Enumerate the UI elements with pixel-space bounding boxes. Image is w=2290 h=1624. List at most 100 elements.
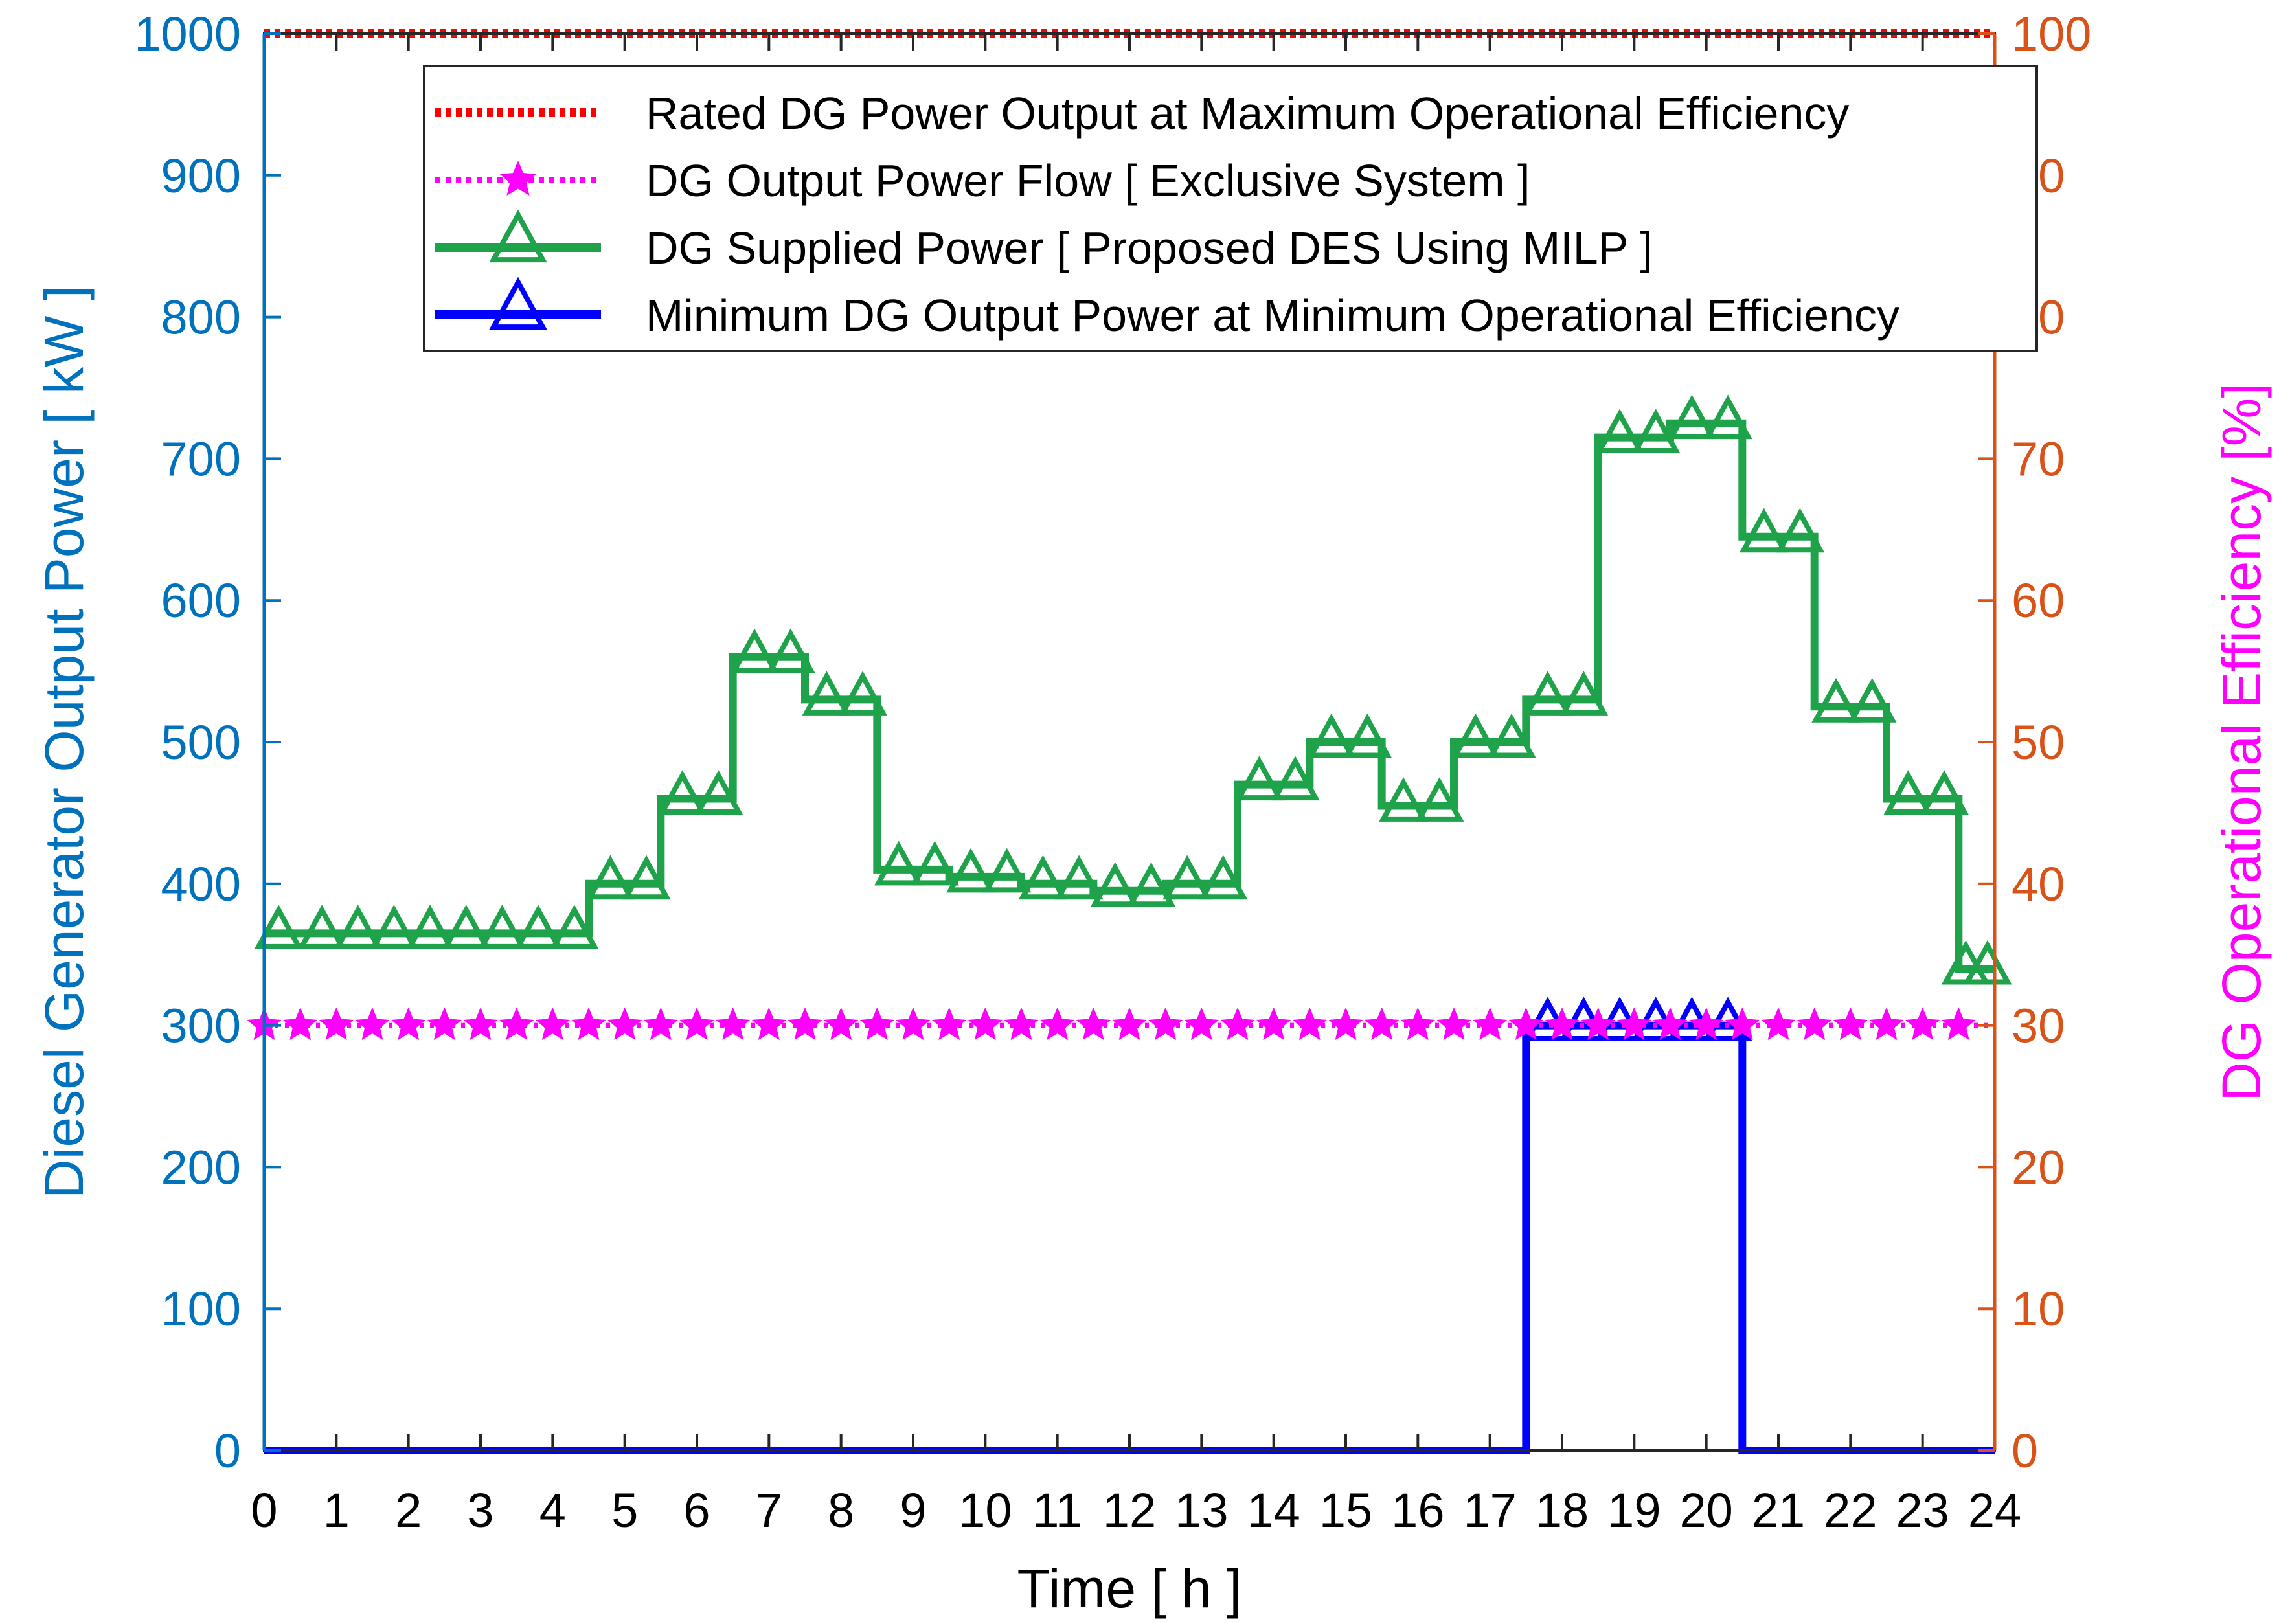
y-left-tick-label: 900 bbox=[161, 149, 241, 203]
proposed-marker bbox=[1811, 678, 1861, 723]
proposed-marker bbox=[765, 628, 815, 673]
x-tick-label: 14 bbox=[1247, 1483, 1300, 1537]
y-left-tick-label: 300 bbox=[161, 999, 241, 1053]
proposed-marker bbox=[802, 671, 852, 716]
proposed-marker bbox=[297, 905, 346, 949]
x-tick-label: 3 bbox=[467, 1483, 493, 1537]
proposed-marker bbox=[1595, 409, 1644, 454]
y-right-tick-label: 70 bbox=[2012, 432, 2065, 486]
proposed-marker bbox=[441, 905, 491, 949]
proposed-marker bbox=[1234, 756, 1284, 801]
y-right-tick-label: 10 bbox=[2012, 1282, 2065, 1336]
y-left-tick-label: 200 bbox=[161, 1140, 241, 1194]
proposed-marker bbox=[657, 770, 707, 815]
proposed-marker bbox=[514, 905, 563, 949]
y-right-tick-label: 20 bbox=[2012, 1140, 2065, 1194]
x-tick-label: 21 bbox=[1752, 1483, 1805, 1537]
exclusive-marker bbox=[535, 1007, 570, 1041]
proposed-marker bbox=[1920, 770, 1969, 815]
x-tick-label: 6 bbox=[683, 1483, 710, 1537]
exclusive-marker bbox=[896, 1007, 931, 1041]
x-tick-label: 7 bbox=[756, 1483, 782, 1537]
y-right-tick-label: 100 bbox=[2012, 7, 2091, 61]
proposed-marker bbox=[254, 905, 304, 949]
y-left-tick-label: 500 bbox=[161, 716, 241, 769]
x-tick-label: 1 bbox=[323, 1483, 350, 1537]
y-left-tick-label: 0 bbox=[214, 1424, 241, 1478]
y-right-axis-label: DG Operational Efficiency [%] bbox=[2211, 383, 2272, 1101]
x-tick-label: 20 bbox=[1680, 1483, 1733, 1537]
exclusive-marker bbox=[607, 1007, 642, 1041]
y-left-tick-label: 100 bbox=[161, 1282, 241, 1336]
legend-label-exclusive: DG Output Power Flow [ Exclusive System … bbox=[646, 155, 1530, 206]
exclusive-marker bbox=[355, 1007, 390, 1041]
proposed-marker bbox=[1703, 394, 1752, 440]
proposed-marker bbox=[1559, 671, 1609, 716]
y-left-tick-label: 400 bbox=[161, 857, 241, 911]
exclusive-marker bbox=[1545, 1007, 1580, 1041]
exclusive-marker bbox=[1256, 1007, 1291, 1041]
legend-box bbox=[423, 65, 2038, 352]
exclusive-marker bbox=[1725, 1007, 1760, 1041]
proposed-marker bbox=[982, 848, 1032, 893]
x-tick-label: 0 bbox=[251, 1483, 277, 1537]
exclusive-marker bbox=[788, 1007, 822, 1041]
proposed-marker bbox=[549, 905, 599, 949]
x-tick-label: 23 bbox=[1896, 1483, 1949, 1537]
proposed-marker bbox=[730, 628, 779, 673]
x-tick-label: 12 bbox=[1103, 1483, 1156, 1537]
proposed-marker bbox=[1487, 713, 1536, 758]
exclusive-marker bbox=[1112, 1007, 1147, 1041]
exclusive-marker bbox=[1220, 1007, 1255, 1041]
exclusive-marker bbox=[932, 1007, 967, 1041]
exclusive-marker bbox=[1761, 1007, 1796, 1041]
y-right-tick-label: 60 bbox=[2012, 574, 2065, 627]
exclusive-marker bbox=[716, 1007, 751, 1041]
x-tick-label: 5 bbox=[611, 1483, 638, 1537]
exclusive-marker bbox=[643, 1007, 678, 1041]
exclusive-marker bbox=[1473, 1007, 1508, 1041]
proposed-marker bbox=[477, 905, 527, 949]
y-right-tick-label: 40 bbox=[2012, 857, 2065, 911]
exclusive-marker bbox=[1365, 1007, 1400, 1041]
x-axis-label: Time [ h ] bbox=[1017, 1558, 1242, 1619]
x-tick-label: 9 bbox=[900, 1483, 926, 1537]
x-tick-label: 16 bbox=[1391, 1483, 1444, 1537]
x-tick-label: 22 bbox=[1824, 1483, 1877, 1537]
exclusive-marker bbox=[968, 1007, 1003, 1041]
proposed-series bbox=[254, 394, 2012, 985]
proposed-marker bbox=[1847, 678, 1897, 723]
y-right-tick-label: 0 bbox=[2012, 1424, 2038, 1478]
proposed-marker bbox=[1775, 508, 1825, 553]
proposed-marker bbox=[1451, 713, 1501, 758]
proposed-marker bbox=[1739, 508, 1789, 553]
exclusive-marker bbox=[499, 1007, 534, 1041]
exclusive-marker bbox=[283, 1007, 318, 1041]
exclusive-marker bbox=[1905, 1007, 1940, 1041]
exclusive-marker bbox=[1292, 1007, 1327, 1041]
proposed-marker bbox=[405, 905, 455, 949]
x-tick-label: 11 bbox=[1032, 1483, 1082, 1537]
axes: 0 1 2 3 4 5 6 7 8 9 10 11 12 13 14 15 16 17 18 19 20 21 22 23 24… bbox=[34, 7, 2272, 1619]
y-left-tick-label: 700 bbox=[161, 432, 241, 486]
proposed-marker bbox=[1523, 671, 1572, 716]
exclusive-marker bbox=[571, 1007, 606, 1041]
legend: Rated DG Power Output at Maximum Operati… bbox=[423, 65, 2038, 352]
legend-label-rated: Rated DG Power Output at Maximum Operati… bbox=[646, 88, 1849, 139]
proposed-marker bbox=[1054, 855, 1104, 900]
proposed-marker bbox=[1018, 855, 1068, 900]
x-tick-label: 2 bbox=[395, 1483, 422, 1537]
exclusive-marker bbox=[463, 1007, 498, 1041]
exclusive-marker bbox=[1653, 1007, 1688, 1041]
exclusive-marker bbox=[1833, 1007, 1868, 1041]
legend-marker-proposed bbox=[489, 209, 547, 263]
legend-marker-minimum bbox=[489, 276, 547, 330]
exclusive-marker bbox=[1040, 1007, 1075, 1041]
exclusive-marker bbox=[679, 1007, 714, 1041]
exclusive-marker bbox=[1869, 1007, 1904, 1041]
proposed-marker bbox=[333, 905, 383, 949]
proposed-marker bbox=[1271, 756, 1320, 801]
proposed-marker bbox=[910, 840, 960, 886]
proposed-marker bbox=[1090, 862, 1140, 907]
